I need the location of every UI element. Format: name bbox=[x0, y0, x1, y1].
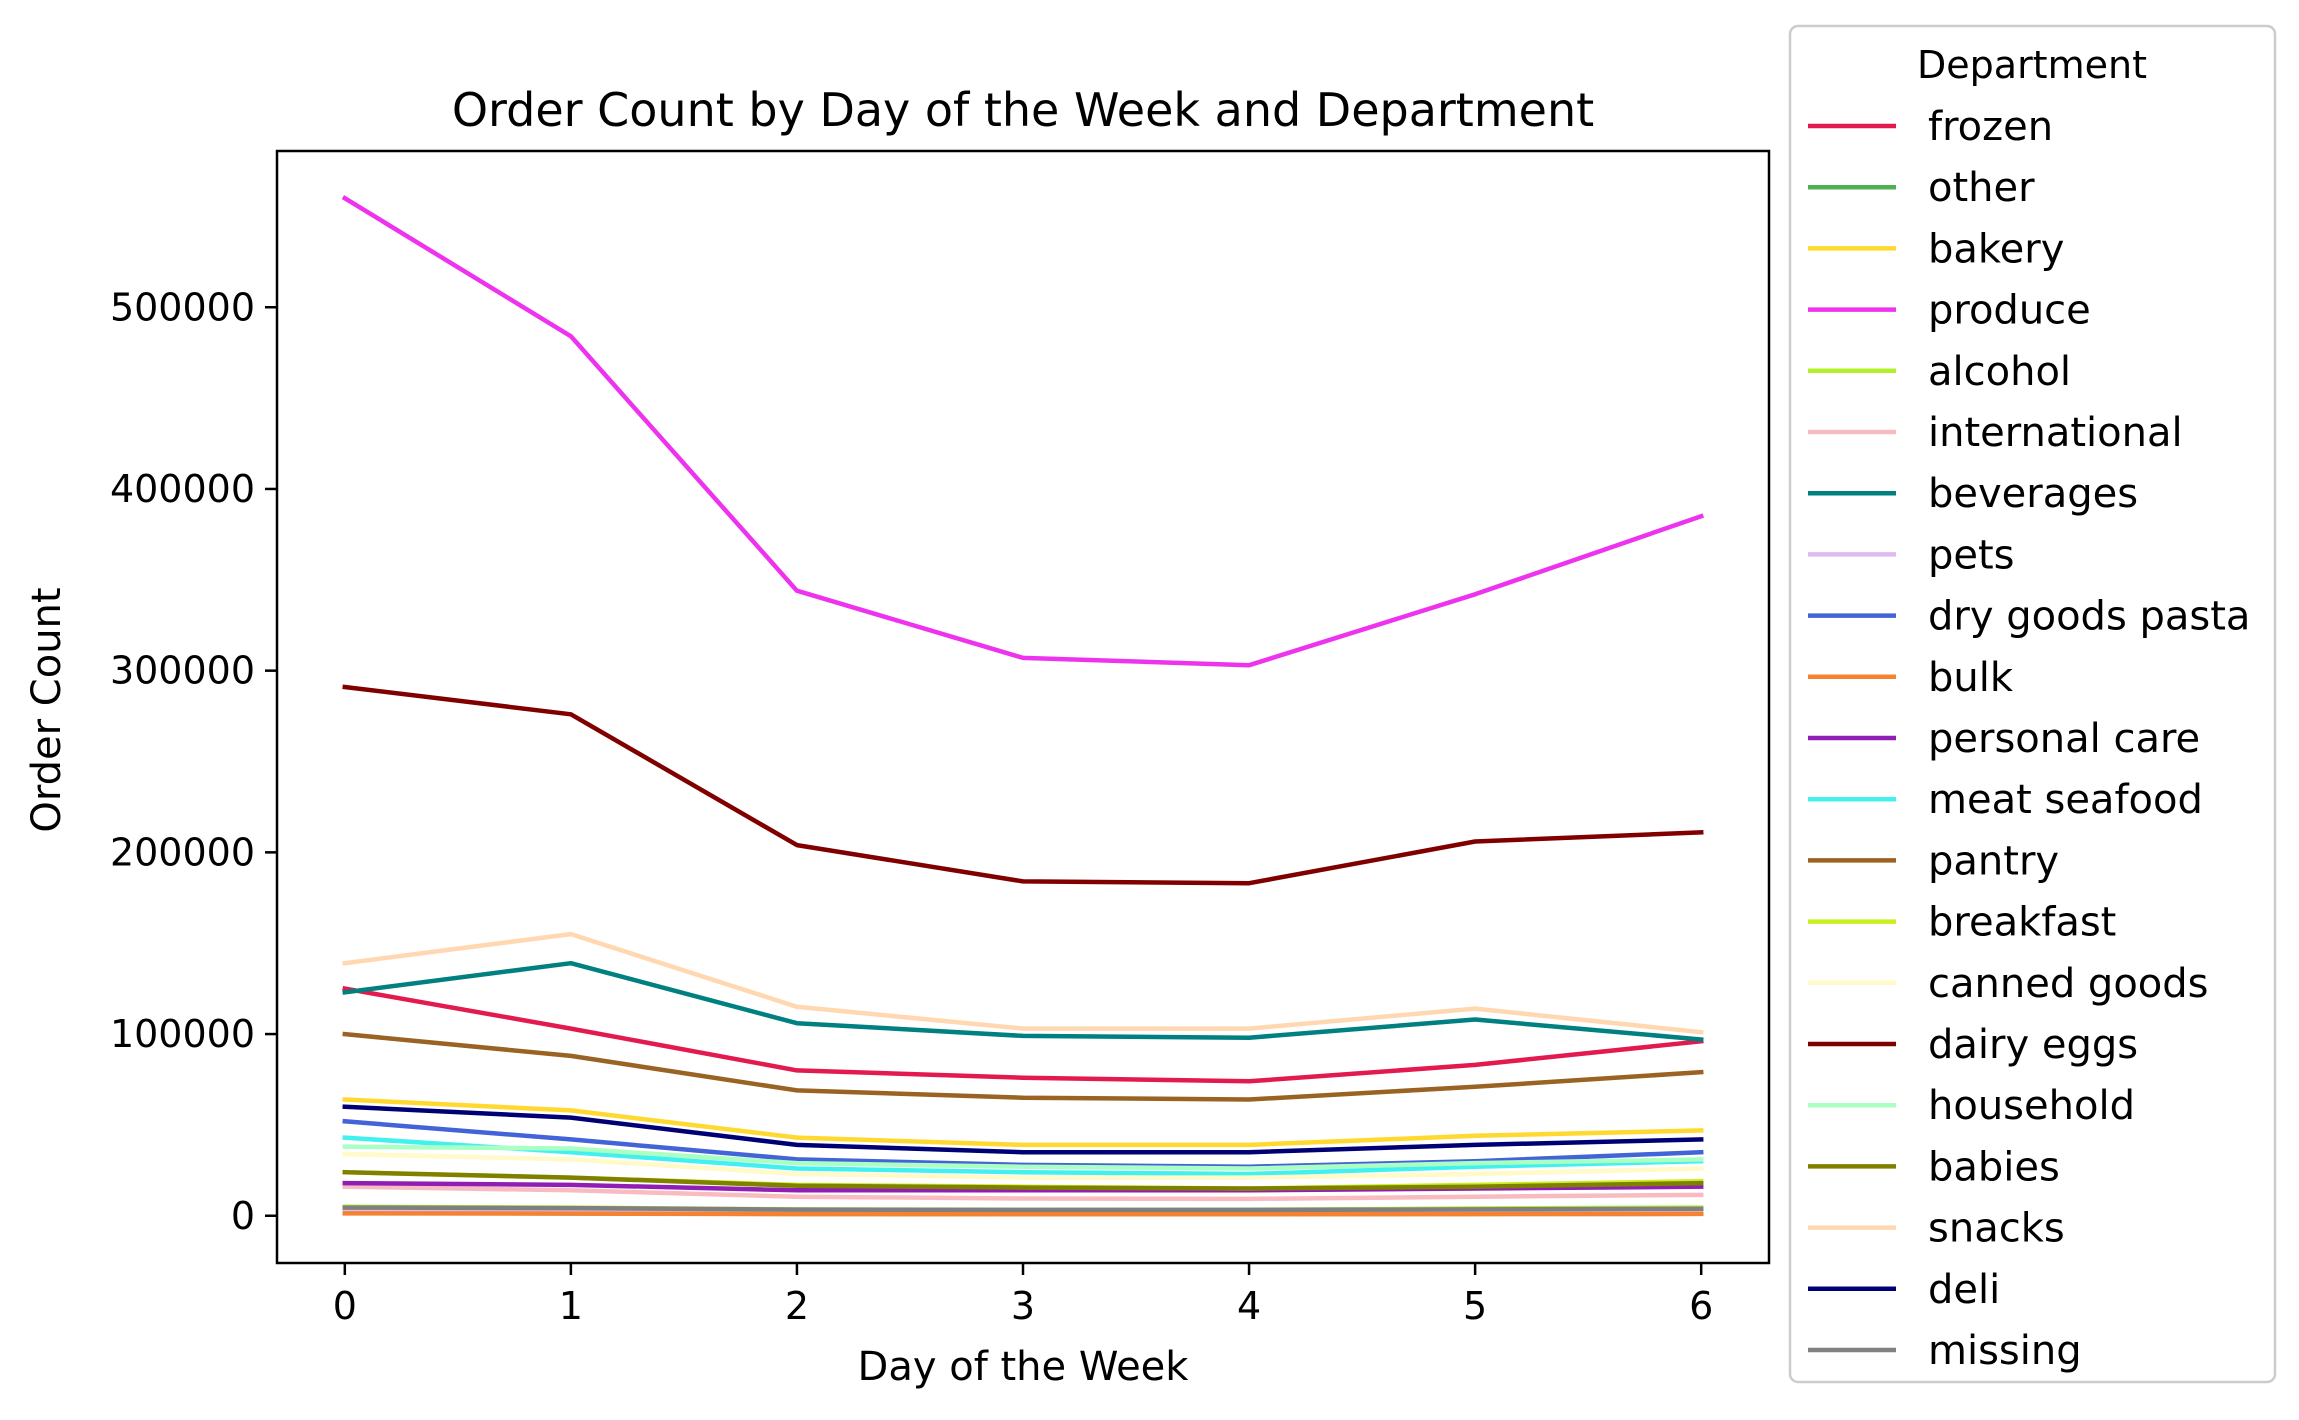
series-line-6 bbox=[342, 960, 1704, 1042]
legend-label: international bbox=[1928, 410, 2183, 456]
y-tick-label: 400000 bbox=[110, 467, 255, 511]
series-line-19 bbox=[342, 1104, 1704, 1155]
legend-label: household bbox=[1928, 1083, 2135, 1129]
chart-title: Order Count by Day of the Week and Depar… bbox=[452, 83, 1594, 137]
legend-items: frozen other bakery produce alcohol internati… bbox=[1808, 104, 2250, 1374]
legend-label: dairy eggs bbox=[1928, 1022, 2138, 1068]
legend-label: missing bbox=[1928, 1328, 2082, 1374]
y-tick-label: 300000 bbox=[110, 649, 255, 693]
series-line-9 bbox=[342, 1211, 1704, 1217]
series-line-12 bbox=[342, 1031, 1704, 1102]
x-axis-ticks: 0 1 2 3 4 5 6 bbox=[333, 1263, 1713, 1328]
series-line-11 bbox=[342, 1135, 1704, 1177]
series-line-20 bbox=[342, 1205, 1704, 1213]
legend-label: personal care bbox=[1928, 716, 2200, 762]
series-line-18 bbox=[342, 931, 1704, 1035]
x-tick-label: 0 bbox=[333, 1284, 357, 1328]
series-line-16 bbox=[342, 1144, 1704, 1171]
legend-label: produce bbox=[1928, 288, 2091, 334]
series-line-5 bbox=[342, 1184, 1704, 1202]
x-tick-label: 5 bbox=[1463, 1284, 1487, 1328]
y-tick-label: 500000 bbox=[110, 285, 255, 329]
legend-label: bulk bbox=[1928, 655, 2014, 701]
legend-label: deli bbox=[1928, 1267, 2000, 1313]
legend-label: snacks bbox=[1928, 1206, 2065, 1252]
legend-label: meat seafood bbox=[1928, 777, 2203, 823]
series-line-2 bbox=[342, 1097, 1704, 1148]
legend: Department frozen other bakery produce alcoh… bbox=[1788, 24, 2277, 1384]
legend-label: frozen bbox=[1928, 104, 2053, 150]
y-tick-label: 0 bbox=[231, 1194, 255, 1238]
y-tick-label: 200000 bbox=[110, 830, 255, 874]
legend-label: canned goods bbox=[1928, 961, 2209, 1007]
y-axis-label: Order Count bbox=[24, 587, 70, 832]
y-axis-ticks: 0 100000 200000 300000 400000 500000 bbox=[110, 285, 277, 1238]
series-line-17 bbox=[342, 1169, 1704, 1191]
legend-label: dry goods pasta bbox=[1928, 594, 2250, 640]
legend-label: babies bbox=[1928, 1144, 2060, 1190]
legend-label: breakfast bbox=[1928, 900, 2116, 946]
series-line-15 bbox=[342, 684, 1704, 886]
legend-label: beverages bbox=[1928, 471, 2138, 517]
x-tick-label: 3 bbox=[1011, 1284, 1035, 1328]
x-tick-label: 2 bbox=[785, 1284, 809, 1328]
legend-frame bbox=[1788, 24, 2277, 1384]
x-axis-label: Day of the Week bbox=[858, 1344, 1190, 1390]
legend-label: alcohol bbox=[1928, 349, 2071, 395]
legend-label: pantry bbox=[1928, 838, 2059, 884]
x-tick-label: 6 bbox=[1689, 1284, 1713, 1328]
legend-title: Department bbox=[1917, 43, 2147, 87]
legend-label: other bbox=[1928, 165, 2035, 211]
legend-label: pets bbox=[1928, 532, 2015, 578]
series-line-14 bbox=[342, 1151, 1704, 1180]
series-line-0 bbox=[342, 985, 1704, 1084]
legend-label: bakery bbox=[1928, 226, 2064, 272]
x-tick-label: 1 bbox=[559, 1284, 583, 1328]
y-tick-label: 100000 bbox=[110, 1012, 255, 1056]
series-line-3 bbox=[341, 195, 1705, 668]
x-tick-label: 4 bbox=[1237, 1284, 1261, 1328]
series-layer bbox=[341, 195, 1705, 1217]
